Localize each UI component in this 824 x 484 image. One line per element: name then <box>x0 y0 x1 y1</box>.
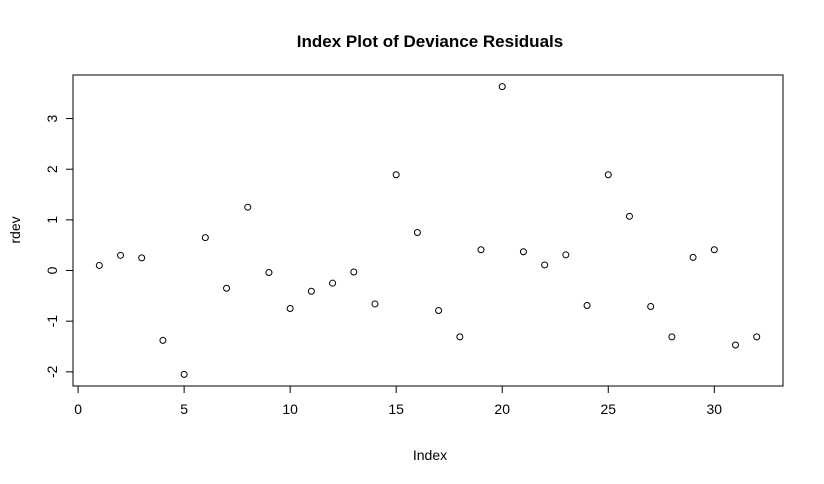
point <box>371 300 379 308</box>
y-tick-label: -1 <box>44 315 60 328</box>
point <box>265 269 273 277</box>
point <box>244 203 252 211</box>
point <box>435 307 443 315</box>
point <box>710 246 718 254</box>
point <box>159 336 167 344</box>
point <box>583 301 591 309</box>
x-tick-label: 20 <box>494 401 510 417</box>
point <box>201 234 209 242</box>
point <box>117 251 125 259</box>
point <box>180 370 188 378</box>
x-tick-label: 10 <box>282 401 298 417</box>
point <box>329 279 337 287</box>
point <box>625 212 633 220</box>
point <box>647 302 655 310</box>
point <box>95 261 103 269</box>
point <box>519 248 527 256</box>
point <box>286 305 294 313</box>
y-tick-label: 0 <box>44 266 60 274</box>
point <box>138 254 146 262</box>
x-tick-label: 5 <box>180 401 188 417</box>
point <box>413 229 421 237</box>
point <box>498 83 506 91</box>
x-axis-label: Index <box>413 447 447 463</box>
x-tick-label: 0 <box>74 401 82 417</box>
point <box>477 246 485 254</box>
x-tick-label: 15 <box>388 401 404 417</box>
point <box>753 333 761 341</box>
y-tick-label: 2 <box>44 165 60 173</box>
point <box>223 284 231 292</box>
point <box>668 333 676 341</box>
point <box>392 171 400 179</box>
y-axis-label: rdev <box>7 216 23 243</box>
plot-box <box>72 74 784 387</box>
point <box>731 341 739 349</box>
point <box>307 287 315 295</box>
chart-title: Index Plot of Deviance Residuals <box>297 32 563 51</box>
x-tick-label: 30 <box>707 401 723 417</box>
point <box>562 251 570 259</box>
point <box>456 333 464 341</box>
y-tick-label: -2 <box>44 365 60 378</box>
point <box>350 268 358 276</box>
point <box>541 261 549 269</box>
y-tick-label: 3 <box>44 114 60 122</box>
x-tick-label: 25 <box>600 401 616 417</box>
point <box>604 171 612 179</box>
point <box>689 253 697 261</box>
y-tick-label: 1 <box>44 216 60 224</box>
